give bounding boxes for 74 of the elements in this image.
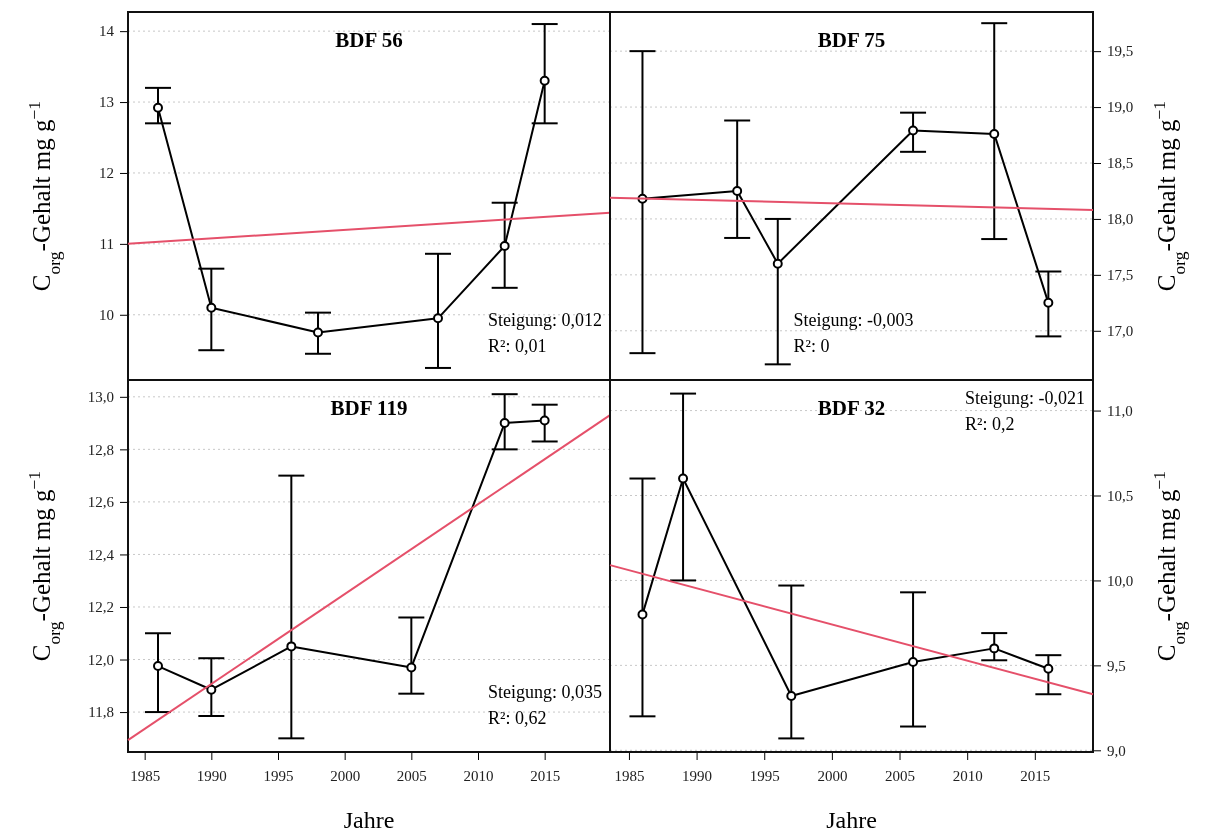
- text: BDF 119: [330, 396, 408, 420]
- x-tick-label: 2000: [330, 767, 361, 784]
- point: [539, 415, 550, 426]
- y2-tick-label: 9,5: [1107, 657, 1126, 674]
- y-tick-label: 13,0: [87, 389, 114, 406]
- y2-tick-label: 10,5: [1107, 487, 1134, 504]
- point: [286, 641, 297, 652]
- annotation: R²: 0,2: [965, 414, 1015, 434]
- y-tick-label: 11,8: [88, 704, 114, 721]
- text: BDF 56: [335, 28, 403, 52]
- y2-tick-label: 10,0: [1107, 572, 1134, 589]
- y2-tick-label: 18,5: [1107, 155, 1134, 172]
- annotation: R²: 0,01: [487, 336, 547, 356]
- y2-tick-label: 18,0: [1107, 211, 1134, 228]
- x-tick-label: 1990: [196, 767, 227, 784]
- x-axis-title: Jahre: [826, 807, 877, 833]
- y-tick-label: 10: [99, 307, 114, 324]
- point: [772, 258, 783, 269]
- x-tick-label: 1995: [749, 767, 780, 784]
- x-tick-label: 2015: [1020, 767, 1051, 784]
- y2-tick-label: 19,5: [1107, 43, 1134, 60]
- point: [786, 690, 797, 701]
- y-tick-label: 12,4: [87, 546, 115, 563]
- y-tick-label: 12: [99, 165, 114, 182]
- annotation: Steigung: 0,012: [487, 310, 602, 330]
- point: [989, 643, 1000, 654]
- point: [499, 241, 510, 251]
- y-tick-label: 12,8: [87, 441, 114, 458]
- y-tick-label: 12,0: [87, 651, 114, 668]
- point: [637, 609, 648, 620]
- x-tick-label: 2005: [396, 767, 427, 784]
- y2-tick-label: 9,0: [1107, 742, 1126, 759]
- text: BDF 75: [817, 28, 886, 52]
- y2-tick-label: 17,5: [1107, 267, 1134, 284]
- point: [206, 302, 217, 313]
- y-tick-label: 11: [99, 236, 114, 253]
- annotation: Steigung: -0,021: [965, 388, 1085, 408]
- x-tick-label: 2005: [885, 767, 916, 784]
- point: [732, 185, 743, 196]
- y-tick-label: 13: [99, 94, 114, 111]
- x-tick-label: 1995: [263, 767, 294, 784]
- point: [406, 662, 417, 673]
- text: BDF 32: [817, 396, 886, 420]
- point: [989, 128, 1000, 139]
- point: [313, 327, 323, 338]
- x-tick-label: 1985: [614, 767, 645, 784]
- x-tick-label: 1985: [130, 767, 161, 784]
- y2-tick-label: 17,0: [1107, 323, 1134, 340]
- y2-tick-label: 19,0: [1107, 99, 1134, 116]
- annotation: Steigung: 0,035: [487, 682, 602, 702]
- point: [206, 684, 217, 695]
- point: [678, 473, 689, 484]
- x-tick-label: 2010: [463, 767, 494, 784]
- point: [153, 102, 163, 113]
- y-tick-label: 14: [99, 23, 115, 40]
- x-tick-label: 2015: [530, 767, 561, 784]
- y-tick-label: 12,2: [87, 599, 114, 616]
- x-tick-label: 1990: [682, 767, 713, 784]
- x-tick-label: 2000: [817, 767, 848, 784]
- annotation: Steigung: -0,003: [793, 310, 914, 330]
- annotation: R²: 0,62: [487, 708, 547, 728]
- x-tick-label: 2010: [952, 767, 983, 784]
- point: [499, 418, 510, 429]
- point: [908, 656, 919, 667]
- annotation: R²: 0: [793, 336, 830, 356]
- point: [1043, 663, 1054, 674]
- x-axis-title: Jahre: [343, 807, 395, 833]
- point: [153, 661, 163, 672]
- point: [1043, 297, 1054, 308]
- y-tick-label: 12,6: [87, 494, 115, 511]
- point: [433, 313, 443, 324]
- y2-tick-label: 11,0: [1107, 402, 1133, 419]
- point: [539, 75, 550, 86]
- point: [908, 125, 919, 136]
